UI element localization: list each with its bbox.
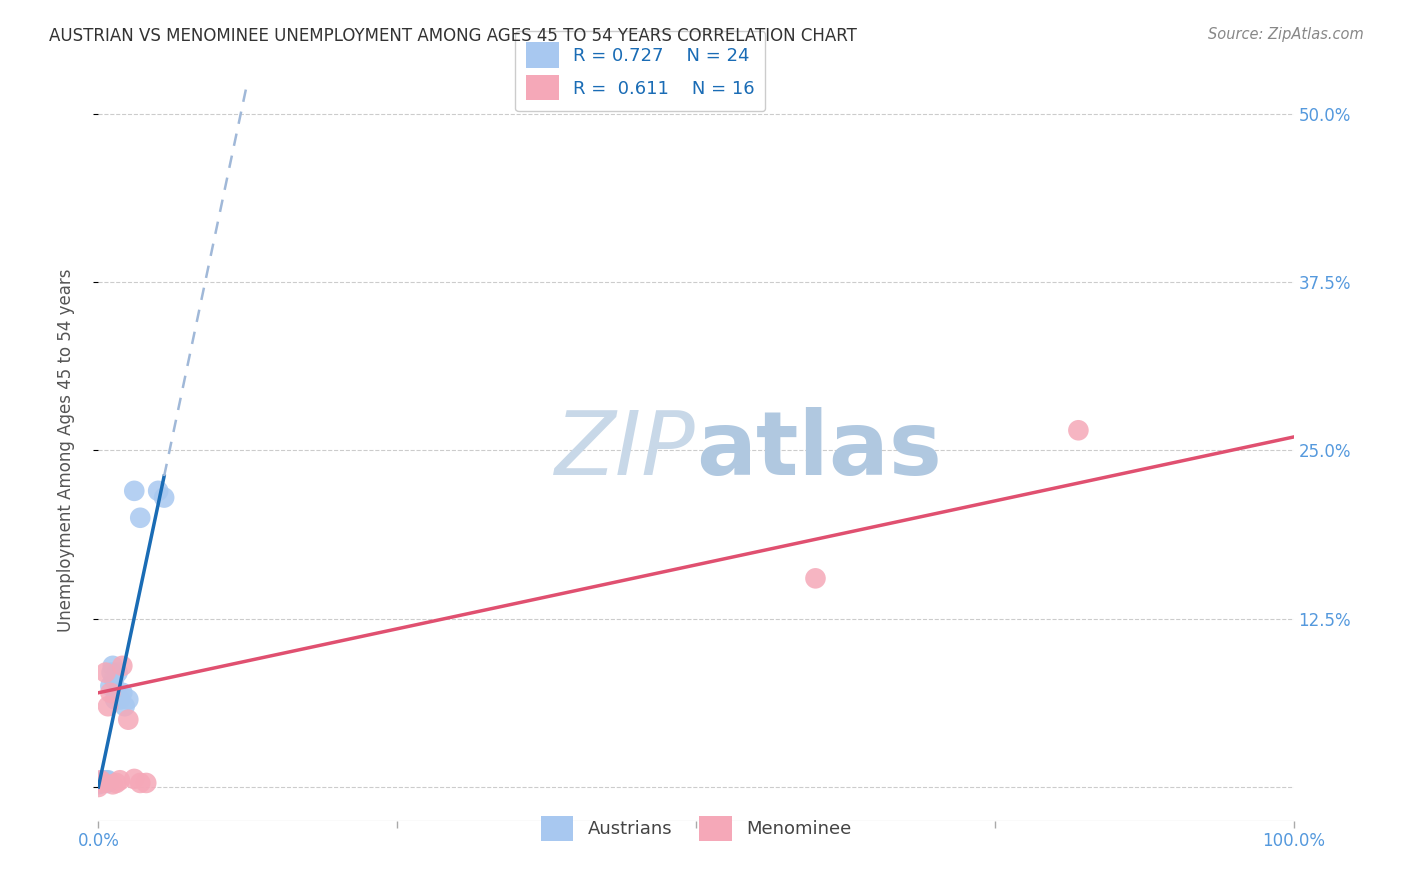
Legend: Austrians, Menominee: Austrians, Menominee (533, 809, 859, 848)
Point (100, 665, 122, 680)
Point (91, 776, 114, 790)
Point (98, 679, 122, 693)
Point (101, 777, 124, 791)
Point (105, 686, 128, 700)
Point (804, 571, 827, 585)
Point (107, 665, 129, 680)
Point (135, 776, 157, 790)
Point (94, 773, 117, 788)
Point (98, 774, 121, 789)
Point (111, 658, 134, 673)
Point (153, 491, 176, 505)
Point (129, 510, 152, 524)
Point (101, 658, 124, 673)
Point (94, 665, 117, 680)
Point (108, 692, 131, 706)
Point (93, 774, 115, 789)
Point (104, 692, 127, 706)
Point (96, 776, 118, 790)
Point (103, 673, 125, 687)
Point (91, 776, 114, 790)
Point (129, 776, 152, 790)
Point (124, 772, 146, 786)
Point (97, 773, 120, 788)
Point (87, 780, 110, 794)
Point (111, 686, 134, 700)
Point (148, 483, 170, 498)
Point (90, 773, 112, 788)
Point (91, 773, 114, 788)
Text: ZIP: ZIP (555, 408, 696, 493)
Point (124, 483, 146, 498)
Point (97, 699, 120, 714)
Point (108, 773, 131, 788)
Point (87, 777, 110, 791)
Text: AUSTRIAN VS MENOMINEE UNEMPLOYMENT AMONG AGES 45 TO 54 YEARS CORRELATION CHART: AUSTRIAN VS MENOMINEE UNEMPLOYMENT AMONG… (49, 27, 858, 45)
Point (105, 776, 128, 790)
Point (117, 692, 139, 706)
Text: atlas: atlas (696, 407, 942, 494)
Point (1067, 423, 1090, 437)
Point (98, 686, 122, 700)
Point (114, 699, 136, 714)
Y-axis label: Unemployment Among Ages 45 to 54 years: Unemployment Among Ages 45 to 54 years (56, 268, 75, 632)
Text: Source: ZipAtlas.com: Source: ZipAtlas.com (1208, 27, 1364, 42)
Point (90, 776, 112, 790)
Point (117, 713, 139, 727)
